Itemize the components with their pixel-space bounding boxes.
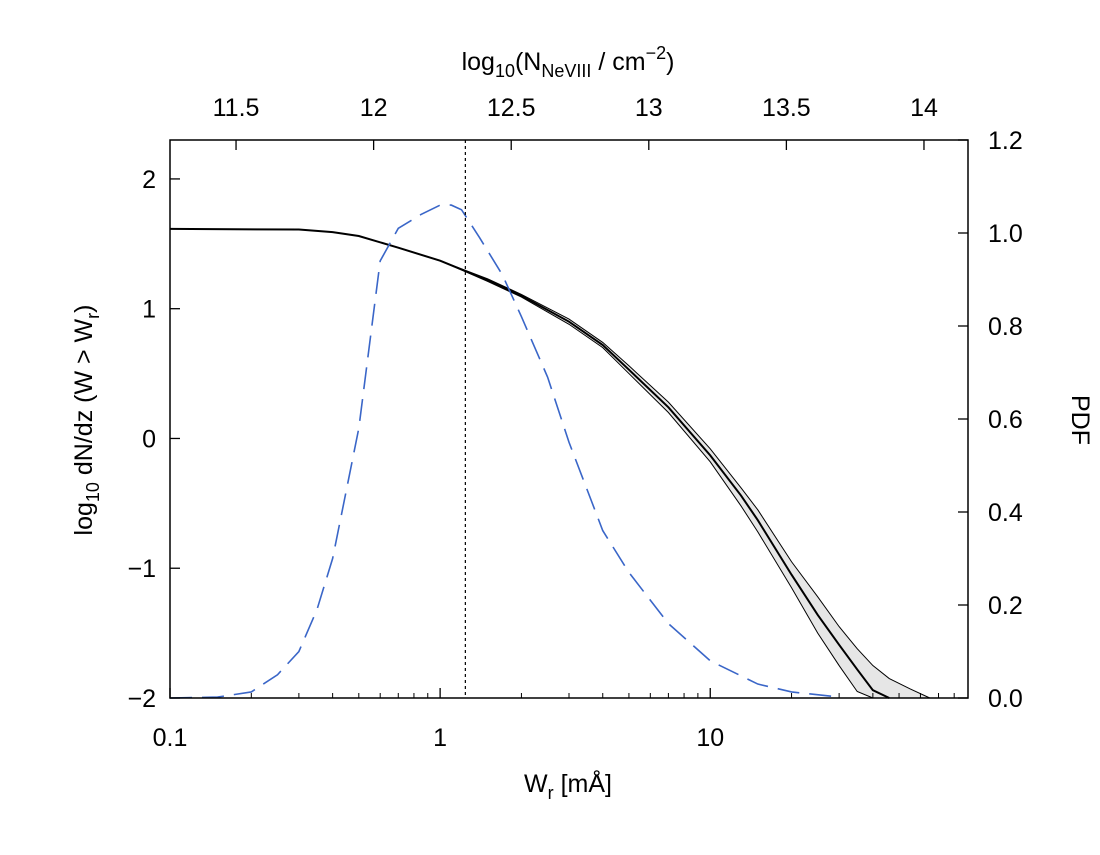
y-tick-label: 1 (142, 296, 156, 324)
y2-tick-label: 1.0 (988, 220, 1023, 248)
x2-tick-label: 12 (360, 94, 388, 122)
x-tick-label: 0.1 (153, 724, 188, 752)
x2-tick-label: 12.5 (487, 94, 536, 122)
label-part: log (70, 502, 98, 535)
label-part: r (548, 783, 554, 803)
y2-tick-label: 0.6 (988, 406, 1023, 434)
label-part: W (524, 770, 548, 798)
label-part: / cm (591, 48, 645, 76)
label-part: dN/dz (W > W (70, 318, 98, 482)
x-tick-label: 1 (433, 724, 447, 752)
label-part: −2 (646, 43, 667, 63)
x-tick-label: 10 (696, 724, 724, 752)
label-part: r (83, 313, 103, 319)
x2-tick-label: 14 (910, 94, 938, 122)
label-part: (N (515, 48, 541, 76)
label-part: log (462, 48, 495, 76)
y2-tick-label: 0.0 (988, 685, 1023, 713)
line (169, 227, 890, 699)
label-part: 10 (83, 482, 103, 502)
plot-frame (169, 139, 969, 699)
label-part: NeVIII (541, 61, 591, 81)
label-part: [mÅ] (554, 768, 612, 798)
y2-tick-label: 0.4 (988, 499, 1023, 527)
line (169, 204, 840, 699)
label-part: 10 (495, 61, 515, 81)
y2-tick-label: 1.2 (988, 127, 1023, 155)
y2-tick-label: 0.2 (988, 592, 1023, 620)
label-part: ) (666, 48, 674, 76)
x2-tick-label: 11.5 (213, 94, 260, 122)
y-tick-label: −2 (127, 685, 156, 713)
x-axis-label: Wr [mÅ] (524, 768, 612, 803)
y2-tick-label: 0.8 (988, 313, 1023, 341)
y-tick-label: −1 (127, 555, 156, 583)
band-edge (169, 228, 874, 699)
y-tick-label: 0 (142, 425, 156, 453)
y-tick-label: 2 (142, 166, 156, 194)
y2-axis-label: PDF (1066, 395, 1094, 445)
label-part: ) (70, 305, 98, 313)
uncertainty-band (170, 228, 930, 699)
x2-tick-label: 13.5 (762, 94, 811, 122)
x2-tick-label: 13 (635, 94, 663, 122)
y-axis-label: log10 dN/dz (W > Wr) (70, 305, 103, 536)
x2-axis-label: log10(NNeVIII / cm−2) (462, 43, 675, 81)
